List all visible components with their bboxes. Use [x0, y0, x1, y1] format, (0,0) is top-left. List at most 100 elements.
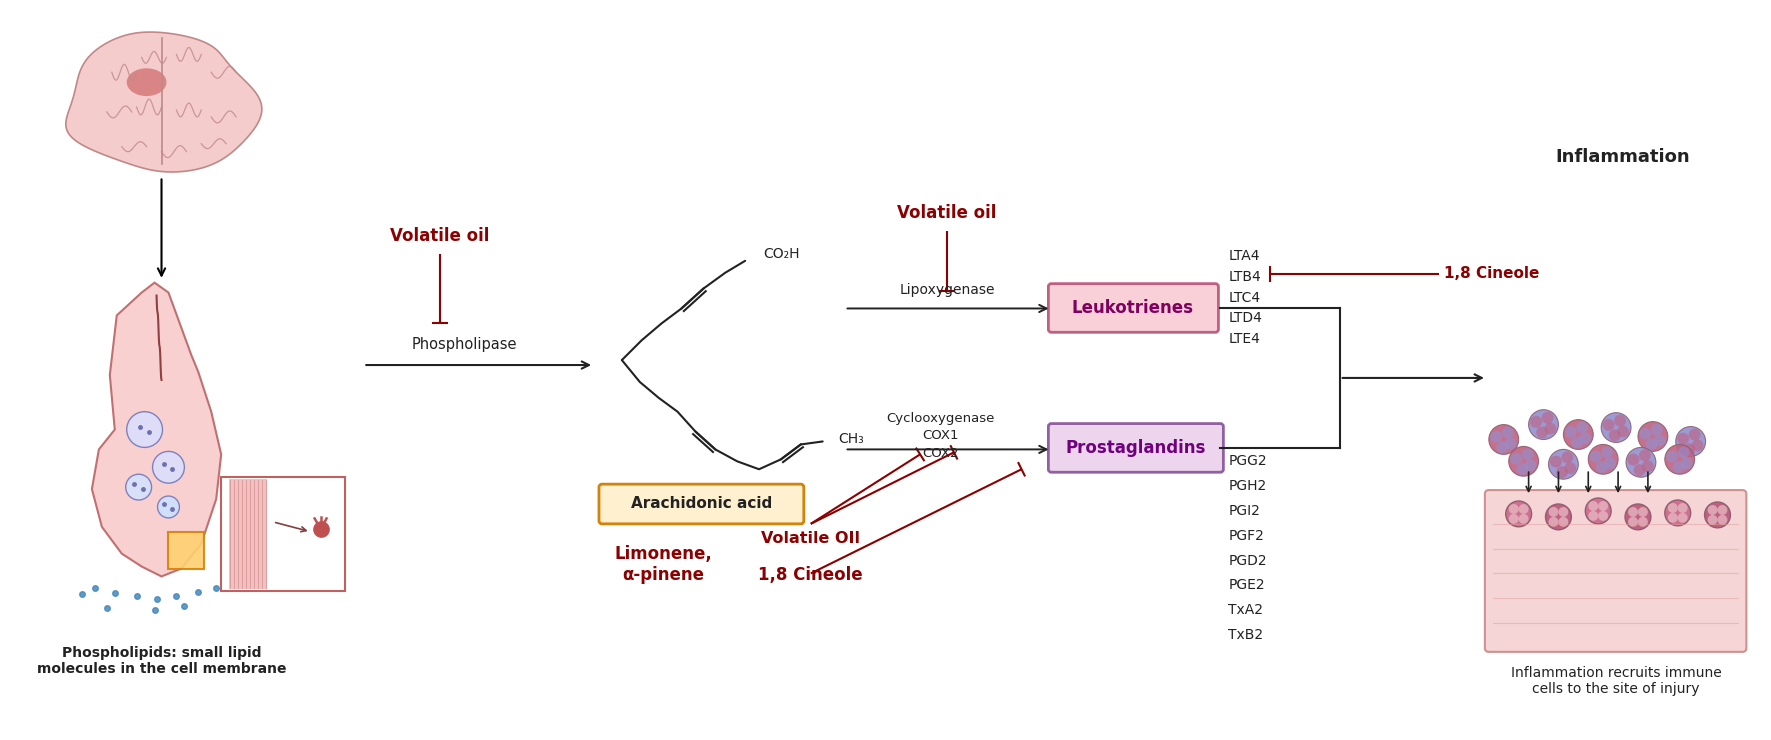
Circle shape — [1511, 453, 1521, 465]
FancyBboxPatch shape — [168, 532, 204, 570]
Circle shape — [1718, 515, 1727, 525]
Text: 1,8 Cineole: 1,8 Cineole — [758, 566, 862, 585]
Polygon shape — [92, 283, 221, 576]
Text: Cyclooxygenase: Cyclooxygenase — [886, 411, 994, 425]
Circle shape — [1502, 427, 1514, 439]
FancyBboxPatch shape — [1048, 423, 1224, 472]
Circle shape — [1548, 507, 1558, 517]
Circle shape — [1628, 507, 1638, 517]
Circle shape — [1518, 514, 1528, 524]
Circle shape — [1571, 437, 1583, 448]
Circle shape — [1608, 429, 1620, 441]
Circle shape — [1596, 461, 1608, 473]
Circle shape — [1562, 451, 1573, 463]
Circle shape — [1638, 517, 1647, 527]
Circle shape — [1691, 440, 1704, 451]
Text: Limonene,
α-pinene: Limonene, α-pinene — [615, 545, 712, 584]
Circle shape — [1505, 501, 1532, 527]
Text: LTA4: LTA4 — [1229, 249, 1259, 263]
Circle shape — [158, 496, 179, 518]
Circle shape — [1489, 425, 1520, 454]
Circle shape — [1585, 498, 1612, 524]
Circle shape — [1677, 503, 1688, 513]
Circle shape — [1638, 422, 1668, 451]
Circle shape — [1558, 507, 1569, 517]
Circle shape — [1548, 517, 1558, 527]
Circle shape — [1677, 446, 1690, 458]
Circle shape — [1677, 513, 1688, 522]
Text: COX2: COX2 — [921, 447, 958, 460]
Polygon shape — [66, 32, 262, 172]
Circle shape — [1628, 517, 1638, 527]
Circle shape — [1589, 501, 1597, 511]
Circle shape — [1638, 507, 1647, 517]
Circle shape — [1590, 451, 1601, 462]
FancyBboxPatch shape — [228, 480, 267, 589]
Circle shape — [1521, 448, 1534, 460]
Circle shape — [126, 474, 152, 500]
Text: LTB4: LTB4 — [1229, 269, 1261, 283]
Circle shape — [1589, 511, 1597, 521]
Circle shape — [1491, 431, 1502, 443]
Text: PGG2: PGG2 — [1229, 454, 1266, 468]
Circle shape — [1576, 422, 1589, 434]
Circle shape — [1518, 504, 1528, 514]
Text: LTC4: LTC4 — [1229, 291, 1261, 305]
Circle shape — [1564, 462, 1576, 474]
Circle shape — [1566, 425, 1576, 438]
Circle shape — [1638, 449, 1651, 461]
Text: Volatile oil: Volatile oil — [390, 227, 489, 245]
Circle shape — [1550, 456, 1562, 468]
Circle shape — [1558, 517, 1569, 527]
Circle shape — [1654, 434, 1667, 446]
Circle shape — [1642, 460, 1654, 472]
Circle shape — [1564, 420, 1594, 449]
Text: PGF2: PGF2 — [1229, 529, 1264, 542]
FancyBboxPatch shape — [1048, 283, 1218, 332]
Circle shape — [152, 451, 184, 483]
Circle shape — [1705, 502, 1730, 528]
Text: LTE4: LTE4 — [1229, 332, 1261, 346]
Circle shape — [1651, 424, 1663, 436]
FancyBboxPatch shape — [1484, 490, 1746, 652]
Text: TxA2: TxA2 — [1229, 603, 1263, 617]
FancyBboxPatch shape — [221, 477, 345, 591]
Circle shape — [1597, 511, 1608, 521]
Text: Prostaglandins: Prostaglandins — [1066, 440, 1206, 457]
Circle shape — [1496, 441, 1509, 453]
Text: COX1: COX1 — [921, 429, 958, 443]
Circle shape — [1530, 416, 1543, 428]
Text: CH₃: CH₃ — [839, 432, 864, 446]
Text: PGI2: PGI2 — [1229, 504, 1261, 518]
Circle shape — [1580, 432, 1590, 445]
Circle shape — [1665, 445, 1695, 474]
Circle shape — [1633, 464, 1645, 476]
Text: Lipoxygenase: Lipoxygenase — [900, 283, 995, 297]
Text: PGH2: PGH2 — [1229, 479, 1266, 493]
Text: TxB2: TxB2 — [1229, 628, 1263, 642]
Circle shape — [1516, 463, 1528, 475]
Circle shape — [1668, 503, 1677, 513]
Text: Volatile OIl: Volatile OIl — [762, 531, 861, 546]
Circle shape — [1505, 437, 1516, 449]
Circle shape — [1548, 449, 1578, 480]
Circle shape — [1640, 428, 1651, 440]
Text: CO₂H: CO₂H — [763, 247, 799, 261]
Circle shape — [1681, 457, 1693, 469]
Circle shape — [1628, 454, 1640, 465]
Circle shape — [1626, 504, 1651, 530]
Text: Inflammation: Inflammation — [1555, 147, 1690, 166]
Circle shape — [1668, 513, 1677, 522]
Circle shape — [1672, 461, 1684, 473]
Text: Inflammation recruits immune
cells to the site of injury: Inflammation recruits immune cells to th… — [1511, 666, 1721, 696]
Circle shape — [1718, 505, 1727, 515]
Text: 1,8 Cineole: 1,8 Cineole — [1443, 266, 1539, 281]
Circle shape — [1603, 419, 1615, 431]
Circle shape — [128, 411, 163, 448]
Circle shape — [1613, 414, 1626, 427]
Ellipse shape — [128, 68, 166, 96]
Circle shape — [1544, 423, 1557, 434]
Text: Phospholipase: Phospholipase — [413, 337, 517, 352]
Circle shape — [1626, 448, 1656, 477]
Circle shape — [1535, 426, 1548, 438]
